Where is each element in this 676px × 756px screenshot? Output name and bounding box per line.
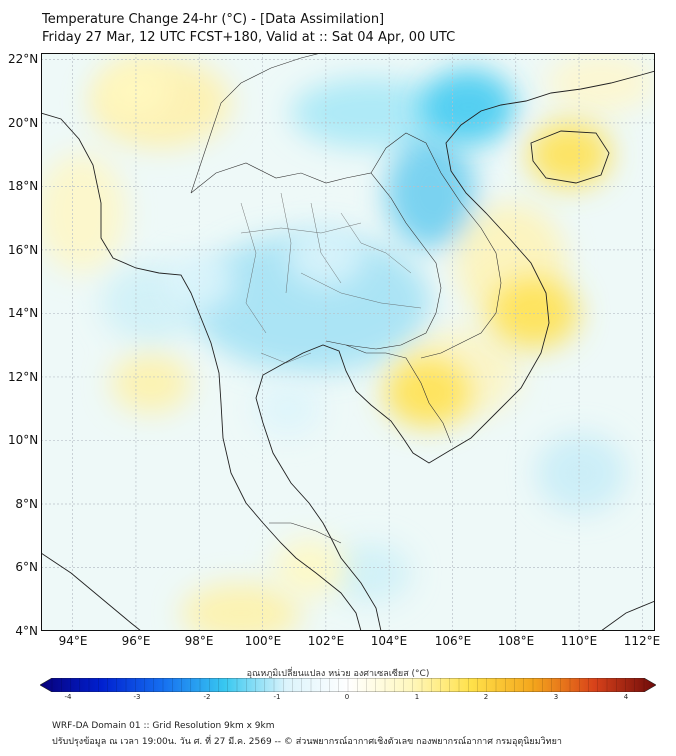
border-thailand xyxy=(190,162,442,350)
cool-blob xyxy=(331,543,411,603)
cool-blob xyxy=(291,78,451,148)
coastline-gulf-of-thailand xyxy=(255,70,655,631)
province-lines xyxy=(240,192,422,364)
colorbar-bar xyxy=(40,678,656,692)
border-cambodia xyxy=(345,344,452,444)
cool-blob xyxy=(386,138,476,248)
warm-blob xyxy=(181,583,301,631)
coastlines xyxy=(41,70,655,631)
coastline-hainan xyxy=(530,130,610,184)
footer-credit: ปรับปรุงข้อมูล ณ เวลา 19:00น. วัน ศ. ที่… xyxy=(52,737,562,747)
colorbar-tick: 4 xyxy=(623,693,629,701)
coastline-borneo xyxy=(600,600,655,631)
map-title: Temperature Change 24-hr (°C) - [Data As… xyxy=(42,12,385,27)
warm-blob xyxy=(41,153,126,273)
graticule xyxy=(41,53,655,631)
lat-tick-label: 16°N xyxy=(8,243,39,257)
lat-tick-label: 18°N xyxy=(8,179,39,193)
map-frame xyxy=(41,53,655,631)
coastline-mainland xyxy=(41,112,362,631)
colorbar-tick: -3 xyxy=(133,693,141,701)
lat-tick-label: 6°N xyxy=(15,560,38,574)
lon-tick-label: 100°E xyxy=(244,634,282,648)
border-laos-vietnam xyxy=(370,132,502,359)
warm-anomaly-cambodia xyxy=(384,358,471,428)
footer-model-info: WRF-DA Domain 01 :: Grid Resolution 9km … xyxy=(52,721,275,731)
colorbar-tick: 2 xyxy=(483,693,489,701)
lon-tick-label: 98°E xyxy=(184,634,214,648)
lon-tick-label: 104°E xyxy=(370,634,408,648)
lat-tick-label: 8°N xyxy=(15,497,38,511)
warm-anomaly-hainan xyxy=(527,121,612,188)
lat-tick-label: 14°N xyxy=(8,306,39,320)
lon-tick-label: 110°E xyxy=(560,634,598,648)
warm-anomaly-myanmar-north xyxy=(98,61,174,122)
map-panel xyxy=(41,53,655,631)
lon-tick-label: 112°E xyxy=(623,634,661,648)
colorbar-label: อุณหภูมิเปลี่ยนแปลง หน่วย องศาเซลเซียส (… xyxy=(246,669,430,679)
cool-anomaly-gulf-of-thailand xyxy=(254,382,322,436)
anomaly-layer xyxy=(41,53,655,631)
lat-tick-label: 12°N xyxy=(8,370,39,384)
lon-tick-label: 94°E xyxy=(58,634,88,648)
colorbar-tick: -4 xyxy=(64,693,72,701)
lat-tick-label: 4°N xyxy=(15,624,38,638)
lon-tick-label: 106°E xyxy=(434,634,472,648)
cool-blob xyxy=(536,433,626,513)
colorbar-tick: -1 xyxy=(273,693,281,701)
colorbar-tick: 3 xyxy=(553,693,559,701)
cool-anomaly-gulf-of-tonkin xyxy=(421,69,516,145)
coastline-sumatra xyxy=(41,552,142,631)
colorbar-tick: 1 xyxy=(414,693,420,701)
colorbar-divisions xyxy=(51,678,645,692)
feature-layer xyxy=(98,61,612,597)
colorbar-tick: -2 xyxy=(203,693,211,701)
lat-tick-label: 10°N xyxy=(8,433,39,447)
warm-blob xyxy=(111,353,191,413)
border-malaysia xyxy=(269,522,342,544)
cool-anomaly-central-thailand xyxy=(287,225,365,288)
lon-tick-label: 96°E xyxy=(121,634,151,648)
admin-borders xyxy=(190,53,502,544)
warm-blob xyxy=(546,53,655,113)
colorbar xyxy=(40,678,656,692)
border-myanmar xyxy=(190,53,322,194)
lon-tick-label: 102°E xyxy=(307,634,345,648)
map-subtitle: Friday 27 Mar, 12 UTC FCST+180, Valid at… xyxy=(42,30,456,45)
temperature-change-map xyxy=(41,53,655,631)
colorbar-tick: 0 xyxy=(344,693,350,701)
lat-tick-label: 22°N xyxy=(8,52,39,66)
lon-tick-label: 108°E xyxy=(497,634,535,648)
lat-tick-label: 20°N xyxy=(8,116,39,130)
cool-blob xyxy=(191,233,431,373)
